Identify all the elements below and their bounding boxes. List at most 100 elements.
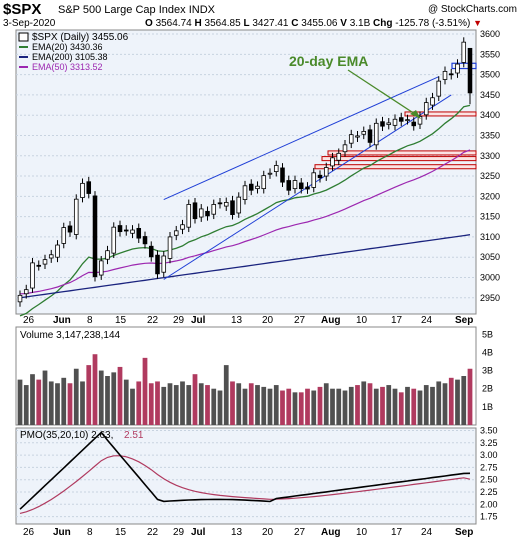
volume-bar xyxy=(123,379,129,425)
price-candle xyxy=(148,245,154,258)
price-tick-label: 3550 xyxy=(480,49,500,59)
legend-ema200: EMA(200) 3105.38 xyxy=(32,52,108,62)
volume-bar xyxy=(442,383,448,425)
price-candle xyxy=(192,202,198,220)
volume-label: Volume 3,147,238,144 xyxy=(20,330,121,341)
volume-bar xyxy=(42,370,48,425)
volume-bar xyxy=(55,383,60,425)
price-candle xyxy=(130,229,135,234)
volume-tick-label: 3B xyxy=(482,366,493,376)
price-tick-label: 2950 xyxy=(480,293,500,303)
volume-bar xyxy=(323,383,329,425)
x-axis-label: 10 xyxy=(356,315,368,326)
x-axis-label: 17 xyxy=(391,315,403,326)
price-candle xyxy=(80,182,85,198)
price-candle xyxy=(430,97,435,106)
volume-bar xyxy=(348,386,354,425)
ema200-line xyxy=(19,234,471,299)
volume-bar xyxy=(130,388,135,425)
price-candle xyxy=(423,102,429,116)
volume-bar xyxy=(192,374,198,425)
volume-bar xyxy=(236,383,242,425)
volume-bar xyxy=(92,354,98,425)
price-candle xyxy=(17,294,23,303)
price-candle xyxy=(67,225,73,233)
price-tick-label: 3000 xyxy=(480,272,500,282)
down-triangle-icon: ▼ xyxy=(473,18,483,28)
volume-bar xyxy=(267,388,273,425)
price-candle xyxy=(273,165,279,172)
volume-bar xyxy=(261,386,267,425)
price-candle xyxy=(336,152,342,161)
pmo-tick-label: 2.25 xyxy=(480,487,498,497)
resistance-zone xyxy=(321,156,477,162)
price-candle xyxy=(448,73,454,76)
price-candle xyxy=(223,202,229,207)
price-candle xyxy=(330,157,335,167)
volume-bar xyxy=(186,385,192,425)
ticker-name: S&P 500 Large Cap Index INDX xyxy=(58,4,215,16)
pmo-signal-line xyxy=(19,455,471,514)
chart-header: $SPX S&P 500 Large Cap Index INDX 3-Sep-… xyxy=(0,0,523,30)
volume-bar xyxy=(142,357,148,425)
volume-bar xyxy=(430,386,435,425)
volume-bar xyxy=(461,376,467,425)
volume-bar xyxy=(242,388,248,425)
volume-bar xyxy=(380,386,385,425)
volume-bar xyxy=(423,385,429,425)
price-candle xyxy=(311,172,317,188)
volume-bar xyxy=(48,381,54,425)
volume-bar xyxy=(73,368,79,425)
legend-ema20: EMA(20) 3430.36 xyxy=(32,42,103,52)
volume-bar xyxy=(117,366,123,425)
volume-bar xyxy=(298,392,304,425)
volume-bar xyxy=(286,388,292,425)
volume-tick-label: 5B xyxy=(482,329,493,339)
price-candle xyxy=(136,227,142,239)
price-candle xyxy=(398,117,404,122)
volume-bar xyxy=(80,381,85,425)
volume-bar xyxy=(417,390,423,425)
volume-tick-label: 1B xyxy=(482,402,493,412)
price-candle xyxy=(23,289,29,295)
volume-bar xyxy=(386,385,392,425)
price-candle xyxy=(186,204,192,228)
ticker-symbol: $SPX xyxy=(3,1,42,18)
volume-bar xyxy=(373,388,379,425)
price-tick-label: 3600 xyxy=(480,29,500,39)
price-tick-label: 3200 xyxy=(480,191,500,201)
price-candle xyxy=(211,204,217,215)
x-axis-label: 8 xyxy=(87,315,93,326)
pmo-tick-label: 1.75 xyxy=(480,512,498,522)
volume-bar xyxy=(248,383,254,425)
price-tick-label: 3100 xyxy=(480,232,500,242)
price-candle xyxy=(36,264,42,267)
x-axis-label: 26 xyxy=(23,527,35,538)
volume-bar xyxy=(448,377,454,425)
x-axis-label: 17 xyxy=(391,527,403,538)
quote-date: 3-Sep-2020 xyxy=(3,18,56,29)
price-tick-label: 3350 xyxy=(480,130,500,140)
volume-bar xyxy=(392,388,398,425)
x-axis-label: 15 xyxy=(115,315,127,326)
price-candle xyxy=(161,255,167,273)
x-axis-label: 24 xyxy=(421,527,433,538)
volume-bar xyxy=(211,388,217,425)
price-candle xyxy=(55,244,60,258)
pmo-tick-label: 2.75 xyxy=(480,462,498,472)
x-axis-label: 26 xyxy=(23,315,35,326)
x-axis-label: 29 xyxy=(173,527,185,538)
volume-bar xyxy=(436,381,442,425)
price-tick-label: 3400 xyxy=(480,110,500,120)
price-candle xyxy=(248,183,254,191)
price-candle xyxy=(405,119,410,122)
x-axis-label: 15 xyxy=(115,527,127,538)
price-candle xyxy=(348,134,354,144)
annotation-arrowhead xyxy=(410,110,421,119)
volume-bar xyxy=(305,388,310,425)
price-legend: $SPX (Daily) 3455.06 EMA(20) 3430.36 EMA… xyxy=(18,32,129,72)
volume-tick-label: 2B xyxy=(482,384,493,394)
volume-bar xyxy=(30,374,35,425)
volume-bar xyxy=(67,383,73,425)
volume-bar xyxy=(173,385,179,425)
